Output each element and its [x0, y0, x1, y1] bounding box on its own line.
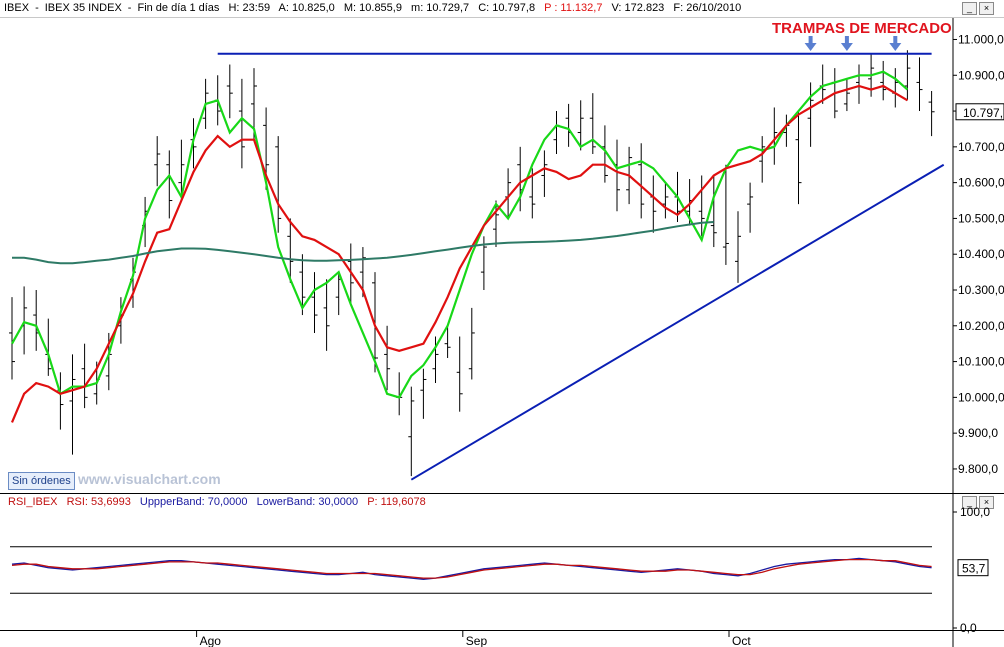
close-button[interactable]: × — [979, 2, 994, 15]
header-sep: - — [35, 2, 39, 14]
rsi-label: RSI_IBEX — [8, 496, 58, 508]
rsi-line-line — [11, 557, 932, 580]
rsi-value: RSI: 53,6993 — [66, 496, 131, 508]
price-tick-label: 10.700,0 — [958, 140, 1004, 154]
month-label: Oct — [732, 634, 751, 647]
rsi-close-button[interactable]: × — [979, 496, 994, 509]
month-label: Ago — [200, 634, 222, 647]
header-hour: H: 23:59 — [228, 2, 271, 14]
red-ma-line — [10, 84, 908, 423]
header-period: Fin de día 1 días — [137, 2, 220, 14]
rsi-upper-band: UppperBand: 70,0000 — [139, 496, 248, 508]
header-date: F: 26/10/2010 — [673, 2, 742, 14]
rsi-current-label: 53,7 — [962, 562, 986, 576]
support-trendline — [410, 163, 945, 481]
current-price-label: 10.797, — [963, 106, 1003, 120]
price-tick-label: 9.800,0 — [958, 462, 998, 476]
header-sep: - — [127, 2, 132, 14]
price-tick-label: 10.300,0 — [958, 283, 1004, 297]
price-tick-label: 10.500,0 — [958, 211, 1004, 225]
green-ma-line — [11, 70, 909, 399]
price-tick-label: 10.400,0 — [958, 247, 1004, 261]
teal-ma-line — [12, 221, 714, 265]
header-low: m: 10.729,7 — [411, 2, 470, 14]
header-close: C: 10.797,8 — [478, 2, 536, 14]
annotation-text: TRAMPAS DE MERCADO — [772, 20, 952, 37]
watermark: www.visualchart.com — [78, 471, 221, 487]
month-label: Sep — [466, 634, 488, 647]
rsi-header: RSI_IBEX RSI: 53,6993 UppperBand: 70,000… — [0, 494, 1004, 511]
header-high: M: 10.855,9 — [343, 2, 402, 14]
rsi-minimize-button[interactable]: _ — [962, 496, 977, 509]
header-open: A: 10.825,0 — [278, 2, 335, 14]
rsi-lower-band: LowerBand: 30,0000 — [256, 496, 359, 508]
rsi-signal-line — [11, 558, 932, 579]
price-tick-label: 10.600,0 — [958, 176, 1004, 190]
price-tick-label: 10.100,0 — [958, 355, 1004, 369]
rsi-p: P: 119,6078 — [367, 496, 426, 508]
header-symbol: IBEX — [4, 2, 30, 14]
header-volume: V: 172.823 — [611, 2, 665, 14]
header-name: IBEX 35 INDEX — [44, 2, 122, 14]
down-arrow-icon — [889, 43, 902, 51]
header-p: P : 11.132,7 — [544, 2, 603, 14]
orders-button[interactable]: Sin órdenes — [8, 472, 75, 490]
current-price-box — [955, 103, 1004, 121]
rsi-chart: 100,0 0,0 53,7 Ago Sep Oct — [0, 494, 1004, 647]
down-arrow-icon — [840, 43, 853, 51]
price-tick-label: 10.200,0 — [958, 319, 1004, 333]
down-arrow-icon — [893, 36, 898, 43]
price-tick-label: 9.900,0 — [958, 426, 998, 440]
down-arrow-icon — [808, 36, 813, 43]
rsi-current-box — [957, 559, 989, 577]
price-chart: 11.000,010.900,010.800,010.700,010.600,0… — [0, 18, 1004, 494]
down-arrow-icon — [804, 43, 817, 51]
price-tick-label: 10.900,0 — [958, 68, 1004, 82]
rsi-tick-label: 100,0 — [960, 505, 990, 519]
price-tick-label: 10.000,0 — [958, 390, 1004, 404]
price-tick-label: 11.000,0 — [958, 32, 1004, 46]
price-header: IBEX - IBEX 35 INDEX - Fin de día 1 días H: … — [0, 0, 1004, 18]
minimize-button[interactable]: _ — [962, 2, 977, 15]
rsi-tick-label: 0,0 — [960, 621, 977, 635]
down-arrow-icon — [844, 36, 849, 43]
